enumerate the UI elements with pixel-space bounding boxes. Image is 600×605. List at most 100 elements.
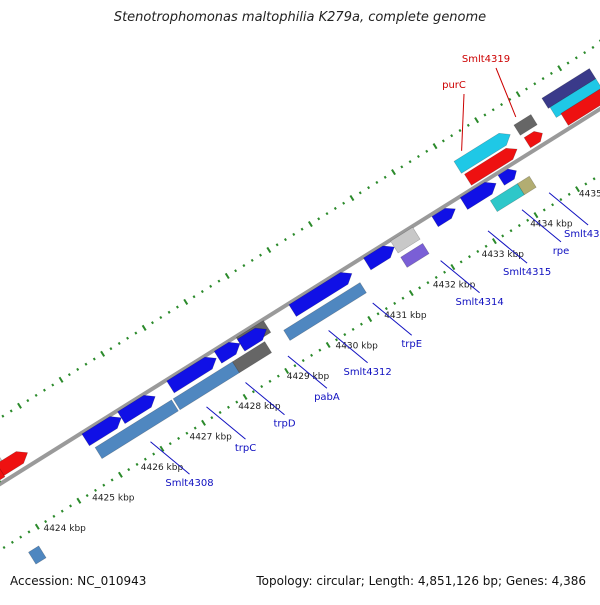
minor-tick bbox=[301, 228, 302, 230]
minor-tick bbox=[444, 271, 445, 273]
kbp-label: 4430 kbp bbox=[335, 341, 378, 351]
minor-tick bbox=[269, 380, 270, 382]
kbp-label: 4432 kbp bbox=[433, 281, 476, 291]
minor-tick bbox=[510, 230, 511, 232]
minor-tick bbox=[87, 495, 88, 497]
minor-tick bbox=[459, 130, 460, 132]
minor-tick bbox=[195, 427, 196, 429]
minor-tick bbox=[461, 261, 462, 263]
minor-tick bbox=[228, 406, 229, 408]
gene-label-leader-outer bbox=[496, 68, 516, 117]
minor-tick bbox=[318, 218, 319, 220]
gene-label: pabA bbox=[314, 392, 340, 403]
minor-tick bbox=[294, 365, 295, 367]
gene-label: trpC bbox=[235, 443, 256, 454]
major-tick bbox=[517, 92, 520, 97]
minor-tick bbox=[52, 384, 53, 386]
minor-tick bbox=[344, 334, 345, 336]
minor-tick bbox=[145, 458, 146, 460]
minor-tick bbox=[53, 515, 54, 517]
major-tick bbox=[451, 265, 454, 270]
minor-tick bbox=[153, 453, 154, 455]
minor-tick bbox=[361, 323, 362, 325]
kbp-label: 4431 kbp bbox=[384, 311, 427, 321]
minor-tick bbox=[69, 374, 70, 376]
minor-tick bbox=[377, 313, 378, 315]
minor-tick bbox=[477, 250, 478, 252]
minor-tick bbox=[319, 349, 320, 351]
major-tick bbox=[226, 273, 229, 278]
minor-tick bbox=[401, 166, 402, 168]
minor-tick bbox=[326, 213, 327, 215]
minor-tick bbox=[218, 280, 219, 282]
minor-tick bbox=[469, 256, 470, 258]
major-tick bbox=[534, 213, 537, 218]
major-tick bbox=[309, 221, 312, 226]
minor-tick bbox=[594, 178, 595, 180]
minor-tick bbox=[110, 348, 111, 350]
kbp-label: 4435 kbp bbox=[579, 189, 600, 199]
minor-tick bbox=[12, 541, 13, 543]
outer-tick-row bbox=[0, 36, 600, 460]
minor-tick bbox=[220, 411, 221, 413]
minor-tick bbox=[127, 337, 128, 339]
minor-tick bbox=[360, 192, 361, 194]
major-tick bbox=[18, 403, 21, 408]
minor-tick bbox=[260, 254, 261, 256]
minor-tick bbox=[394, 302, 395, 304]
major-tick bbox=[77, 498, 80, 503]
minor-tick bbox=[136, 463, 137, 465]
gene-label: rpe bbox=[553, 246, 570, 257]
minor-tick bbox=[243, 265, 244, 267]
major-tick bbox=[327, 342, 330, 347]
minor-tick bbox=[103, 484, 104, 486]
minor-tick bbox=[484, 114, 485, 116]
genome-title: Stenotrophomonas maltophilia K279a, comp… bbox=[0, 10, 600, 25]
minor-tick bbox=[111, 479, 112, 481]
minor-tick bbox=[70, 505, 71, 507]
minor-tick bbox=[551, 72, 552, 74]
minor-tick bbox=[44, 389, 45, 391]
minor-tick bbox=[352, 328, 353, 330]
gene-arrow-upper-9 bbox=[460, 182, 496, 209]
major-tick bbox=[143, 325, 146, 330]
minor-tick bbox=[177, 306, 178, 308]
minor-tick bbox=[427, 282, 428, 284]
minor-tick bbox=[542, 78, 543, 80]
accession-text: Accession: NC_010943 bbox=[10, 574, 146, 588]
minor-tick bbox=[285, 239, 286, 241]
major-tick bbox=[475, 118, 478, 123]
gene-label: Smlt4308 bbox=[165, 478, 213, 489]
genome-summary-text: Topology: circular; Length: 4,851,126 bp… bbox=[256, 574, 586, 588]
minor-tick bbox=[235, 270, 236, 272]
gene-label-outer: Smlt4319 bbox=[462, 54, 510, 65]
gene-arrow-teal bbox=[490, 184, 524, 212]
major-tick bbox=[433, 144, 436, 149]
major-tick bbox=[350, 196, 353, 201]
minor-tick bbox=[252, 259, 253, 261]
minor-tick bbox=[468, 124, 469, 126]
minor-tick bbox=[335, 207, 336, 209]
minor-tick bbox=[451, 135, 452, 137]
minor-tick bbox=[501, 104, 502, 106]
minor-tick bbox=[2, 415, 3, 417]
minor-tick bbox=[368, 187, 369, 189]
minor-tick bbox=[261, 385, 262, 387]
minor-tick bbox=[35, 394, 36, 396]
minor-tick bbox=[544, 209, 545, 211]
major-tick bbox=[267, 247, 270, 252]
minor-tick bbox=[128, 469, 129, 471]
minor-tick bbox=[211, 417, 212, 419]
minor-tick bbox=[592, 46, 593, 48]
minor-tick bbox=[45, 521, 46, 523]
major-tick bbox=[392, 170, 395, 175]
major-tick bbox=[558, 66, 561, 71]
minor-tick bbox=[94, 358, 95, 360]
minor-tick bbox=[493, 109, 494, 111]
gene-label-leader-outer bbox=[462, 94, 464, 151]
minor-tick bbox=[436, 276, 437, 278]
minor-tick bbox=[343, 202, 344, 204]
major-tick bbox=[36, 524, 39, 529]
